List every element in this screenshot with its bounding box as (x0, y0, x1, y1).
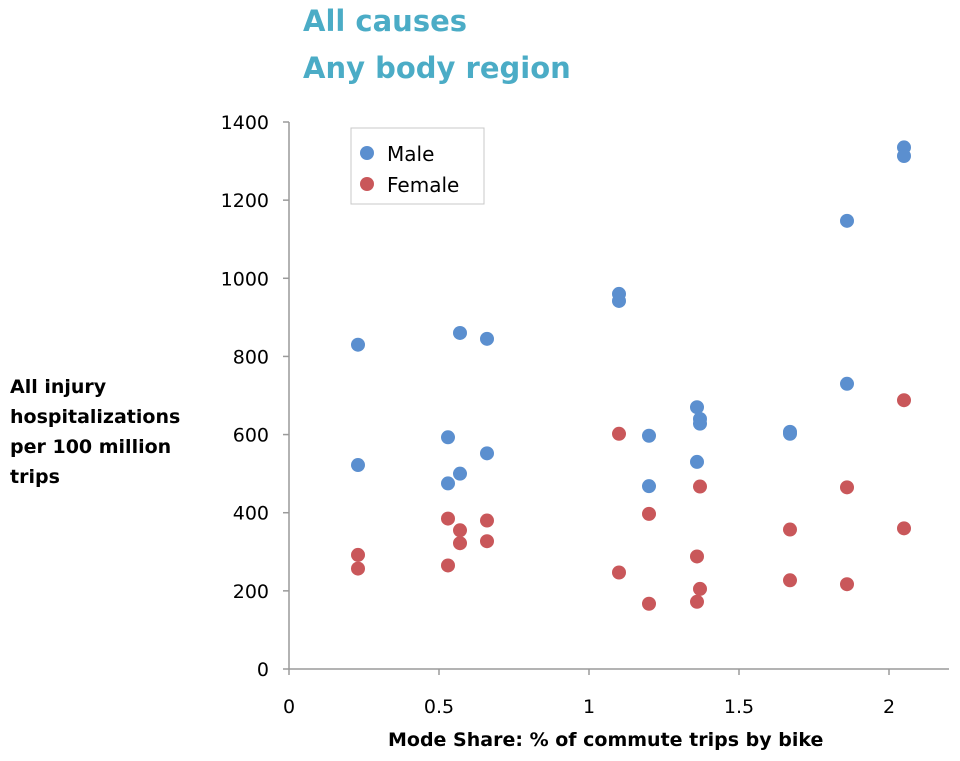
y-ticks: 0 200 400 600 800 1000 1200 1400 (221, 112, 289, 681)
legend-box (350, 127, 485, 205)
point-male (690, 400, 704, 415)
y-tick-label: 1000 (221, 268, 269, 290)
point-female (453, 523, 467, 538)
point-female (783, 522, 797, 537)
point-female (690, 549, 704, 564)
point-male (642, 428, 656, 443)
point-male (453, 325, 467, 340)
point-female (351, 561, 365, 576)
x-tick-label: 1.5 (724, 696, 754, 718)
point-female (480, 513, 494, 528)
point-female (693, 479, 707, 494)
point-female (612, 565, 626, 580)
x-tick-label: 0.5 (424, 696, 454, 718)
point-female (351, 547, 365, 562)
y-tick-label: 1200 (221, 190, 269, 212)
point-female (441, 558, 455, 573)
y-axis-label-line: trips (10, 466, 60, 488)
point-female (897, 521, 911, 536)
point-male (690, 454, 704, 469)
y-axis-label: All injury hospitalizations per 100 mill… (10, 372, 210, 492)
point-female (642, 596, 656, 611)
x-tick-label: 0 (283, 696, 295, 718)
x-ticks: 0 0.5 1 1.5 2 (283, 669, 895, 718)
x-tick-label: 1 (583, 696, 595, 718)
point-female (840, 577, 854, 592)
point-male (897, 148, 911, 163)
y-tick-label: 800 (233, 346, 269, 368)
point-male (453, 466, 467, 481)
point-male (693, 416, 707, 431)
point-male (840, 376, 854, 391)
point-male (441, 430, 455, 445)
point-male (480, 331, 494, 346)
y-tick-label: 600 (233, 425, 269, 447)
point-male (642, 479, 656, 494)
legend-marker-female (360, 177, 374, 191)
y-axis-label-line: All injury (10, 376, 107, 398)
legend-label-male: Male (387, 142, 434, 166)
y-tick-label: 400 (233, 503, 269, 525)
point-male (351, 458, 365, 473)
point-female (642, 506, 656, 521)
chart-title: All causes (303, 4, 468, 38)
point-female (693, 581, 707, 596)
x-tick-label: 2 (883, 696, 895, 718)
point-male (840, 213, 854, 228)
point-female (840, 480, 854, 495)
legend-marker-male (360, 146, 374, 160)
y-tick-label: 1400 (221, 112, 269, 134)
y-tick-label: 0 (257, 659, 269, 681)
point-female (480, 534, 494, 549)
legend: Male Female (350, 127, 485, 205)
y-tick-label: 200 (233, 581, 269, 603)
point-female (897, 393, 911, 408)
y-axis-label-line: per 100 million (10, 436, 172, 458)
point-male (783, 426, 797, 441)
point-male (612, 293, 626, 308)
y-axis-label-line: hospitalizations (10, 406, 181, 428)
axes (288, 122, 949, 670)
chart-subtitle: Any body region (303, 51, 571, 85)
x-axis-label: Mode Share: % of commute trips by bike (388, 729, 824, 751)
point-male (351, 337, 365, 352)
legend-label-female: Female (387, 173, 459, 197)
data-points (351, 140, 911, 611)
point-female (690, 594, 704, 609)
point-female (612, 426, 626, 441)
point-female (783, 573, 797, 588)
point-female (441, 511, 455, 526)
point-male (441, 476, 455, 491)
point-female (453, 536, 467, 551)
point-male (480, 446, 494, 461)
